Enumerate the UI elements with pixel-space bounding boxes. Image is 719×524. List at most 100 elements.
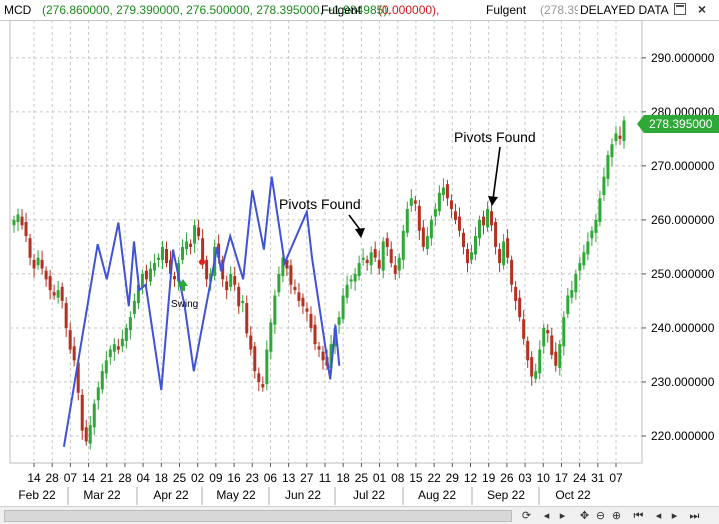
x-tick-label: 02 (191, 471, 205, 485)
candle-body (136, 284, 140, 304)
candle-body (144, 270, 148, 280)
candle (522, 310, 526, 345)
candle (478, 215, 482, 246)
candle (96, 381, 100, 410)
scroll-end-icon[interactable]: ⏭ (689, 509, 700, 522)
zoom-in-icon[interactable]: ⊕ (611, 509, 622, 522)
last-price-label: 278.395000 (637, 115, 719, 133)
symbol-label[interactable]: MCD (4, 3, 32, 17)
candle (530, 351, 534, 386)
candle-body (165, 249, 168, 264)
candle-body (550, 335, 554, 355)
candle-body (538, 349, 542, 374)
x-tick-label: 15 (409, 471, 423, 485)
x-tick-label: 28 (118, 471, 132, 485)
x-tick-label: 07 (64, 471, 78, 485)
maximize-icon[interactable] (674, 3, 686, 15)
candle-body (305, 308, 309, 312)
month-label: Feb 22 (18, 488, 56, 502)
zoom-out-icon[interactable]: ⊖ (595, 509, 606, 522)
candle-body (24, 222, 28, 237)
indicator2-name[interactable]: Fulgent (486, 3, 527, 17)
candle-body (309, 313, 313, 328)
candle (570, 280, 574, 304)
candle-body (313, 324, 317, 345)
zigzag-line (62, 176, 341, 447)
candle-body (132, 300, 136, 314)
indicator1-name[interactable]: Fulgent (321, 3, 362, 17)
pan-left-icon[interactable]: ◂ (543, 509, 550, 522)
scroll-right-icon[interactable]: ▸ (671, 509, 678, 522)
x-tick-label: 16 (227, 471, 241, 485)
candle (574, 269, 578, 300)
candle-body (152, 263, 156, 271)
close-icon[interactable]: × (696, 1, 708, 17)
candle (506, 229, 510, 264)
candle-body (381, 241, 385, 271)
candle (72, 337, 76, 367)
pan-right-icon[interactable]: ▸ (559, 509, 566, 522)
candle (594, 213, 598, 243)
candle (36, 250, 40, 270)
y-tick-label: 240.000000 (651, 321, 715, 335)
price-chart[interactable]: Pivots Found Pivots Found Swing 220.0000… (0, 20, 719, 506)
candle-body (297, 292, 301, 301)
candle-body (185, 241, 189, 250)
candle (606, 150, 610, 187)
candle (20, 209, 24, 230)
candle-body (156, 257, 160, 260)
candle-body (445, 184, 449, 199)
candle-body (413, 200, 417, 204)
refresh-icon[interactable]: ⟳ (521, 509, 532, 522)
candle-body (181, 246, 185, 260)
candle-body (453, 211, 457, 220)
scroll-left-icon[interactable]: ◂ (655, 509, 662, 522)
move-icon[interactable]: ✥ (579, 509, 590, 522)
candle-body (558, 344, 562, 368)
chart-header: MCD (276.860000, 279.390000, 276.500000,… (0, 0, 719, 21)
candle-body (321, 351, 325, 361)
candle-body (273, 295, 277, 325)
x-tick-label: 18 (155, 471, 169, 485)
candle (409, 189, 413, 212)
candle-body (140, 273, 144, 287)
candle-body (116, 346, 120, 350)
candle (373, 241, 377, 263)
candle (88, 415, 92, 450)
candle (345, 275, 349, 304)
candle-body (108, 349, 112, 358)
candle (550, 327, 554, 360)
candle (614, 125, 618, 146)
plot-frame (9, 20, 643, 464)
candle (433, 203, 437, 226)
candle-body (245, 303, 249, 334)
month-label: Aug 22 (418, 488, 456, 502)
x-tick-label: 25 (173, 471, 187, 485)
candle (293, 279, 297, 295)
x-tick-label: 23 (246, 471, 260, 485)
candle (44, 266, 48, 287)
scroll-start-icon[interactable]: ⏮ (633, 509, 644, 522)
candle-body (88, 425, 92, 444)
candle-body (457, 216, 461, 231)
candle (498, 243, 502, 273)
candle-body (96, 387, 100, 401)
candle-body (421, 227, 425, 247)
candle-body (225, 281, 229, 291)
candle (205, 255, 209, 287)
candle (128, 311, 132, 340)
candle (465, 243, 469, 273)
candle-body (570, 290, 574, 298)
delayed-data-label: DELAYED DATA (578, 0, 669, 20)
chart-scrollbar[interactable]: ⟳ ◂ ▸ ✥ ⊖ ⊕ ⏮ ◂ ▸ ⏭ (0, 506, 719, 524)
candle (124, 323, 128, 349)
scroll-thumb[interactable] (4, 510, 512, 522)
candle-body (433, 209, 437, 217)
candle-body (482, 216, 486, 226)
candle (453, 203, 457, 225)
candle-body (189, 243, 193, 247)
candle (622, 116, 626, 149)
candle (417, 199, 421, 240)
candle-body (474, 236, 478, 255)
candle (538, 340, 542, 380)
